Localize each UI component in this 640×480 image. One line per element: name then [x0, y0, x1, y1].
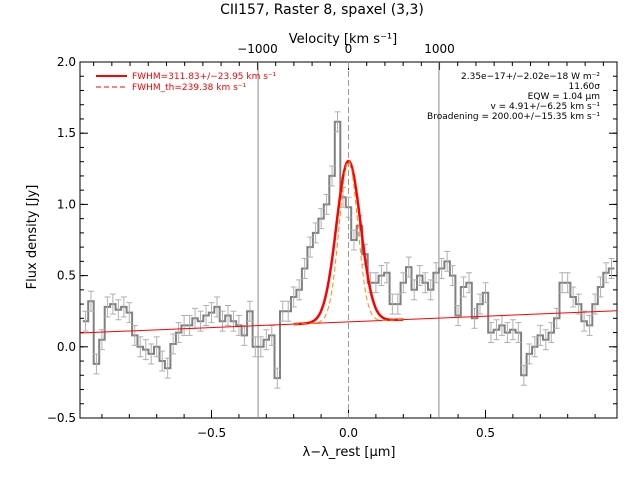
- fit-annotation: 11.60σ: [569, 82, 601, 92]
- y-axis-label: Flux density [Jy]: [25, 185, 40, 290]
- fit-annotation: 2.35e−17+/−2.02e−18 W m⁻²: [461, 72, 600, 82]
- fit-annotation: v = 4.91+/−6.25 km s⁻¹: [490, 102, 600, 112]
- x-tick-label: 0.0: [339, 426, 358, 440]
- top-tick-label: 0: [345, 42, 353, 56]
- continuum-line: [79, 310, 618, 334]
- y-tick-label: 1.0: [57, 197, 76, 211]
- thermal-fit-curve: [293, 160, 404, 325]
- x-axis-label: λ−λ_rest [μm]: [303, 445, 396, 460]
- legend-label: FWHM_th=239.38 km s⁻¹: [132, 83, 247, 93]
- y-tick-label: 2.0: [57, 55, 76, 69]
- y-tick-label: 0.0: [57, 340, 76, 354]
- legend-label: FWHM=311.83+/−23.95 km s⁻¹: [132, 72, 277, 82]
- top-tick-label: −1000: [237, 42, 278, 56]
- top-tick-label: 1000: [424, 42, 455, 56]
- x-tick-label: 0.5: [476, 426, 495, 440]
- y-tick-label: 1.5: [57, 126, 76, 140]
- top-axis-label: Velocity [km s⁻¹]: [289, 32, 397, 47]
- x-tick-label: −0.5: [197, 426, 226, 440]
- fit-curve: [293, 159, 404, 326]
- chart-title: CII157, Raster 8, spaxel (3,3): [220, 2, 424, 18]
- y-tick-label: 0.5: [57, 269, 76, 283]
- y-tick-label: −0.5: [47, 411, 76, 425]
- fit-annotation: EQW = 1.04 μm: [528, 92, 600, 102]
- fit-annotation: Broadening = 200.00+/−15.35 km s⁻¹: [427, 112, 600, 122]
